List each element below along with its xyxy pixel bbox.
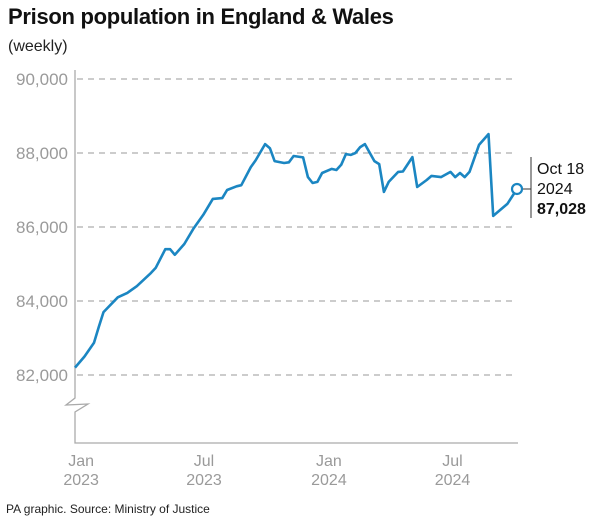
x-tick-label-year: 2024 (435, 472, 471, 489)
annotation-date: Oct 18 (537, 161, 584, 178)
y-axis-line (63, 70, 518, 444)
y-axis-labels: 82,000 84,000 86,000 88,000 90,000 (16, 70, 68, 385)
x-tick-label-year: 2023 (63, 472, 99, 489)
y-tick-label: 84,000 (16, 292, 68, 311)
x-tick-label-month: Jul (194, 453, 214, 470)
x-tick-label-year: 2023 (186, 472, 222, 489)
annotation-value: 87,028 (537, 201, 586, 218)
y-tick-label: 82,000 (16, 366, 68, 385)
y-tick-label: 88,000 (16, 144, 68, 163)
source-footer: PA graphic. Source: Ministry of Justice (6, 502, 210, 516)
y-tick-label: 86,000 (16, 218, 68, 237)
series-line (74, 132, 519, 369)
x-tick-label-year: 2024 (311, 472, 347, 489)
last-point-marker (510, 182, 524, 196)
x-axis-labels: Jan 2023 Jul 2023 Jan 2024 Jul 2024 (63, 453, 470, 489)
x-tick-label-month: Jan (316, 453, 342, 470)
y-tick-label: 90,000 (16, 70, 68, 89)
annotation-year: 2024 (537, 181, 573, 198)
gridlines (77, 78, 515, 376)
x-tick-label-month: Jan (68, 453, 94, 470)
chart-subtitle: (weekly) (8, 38, 68, 55)
x-tick-label-month: Jul (442, 453, 462, 470)
chart-title: Prison population in England & Wales (8, 4, 394, 29)
